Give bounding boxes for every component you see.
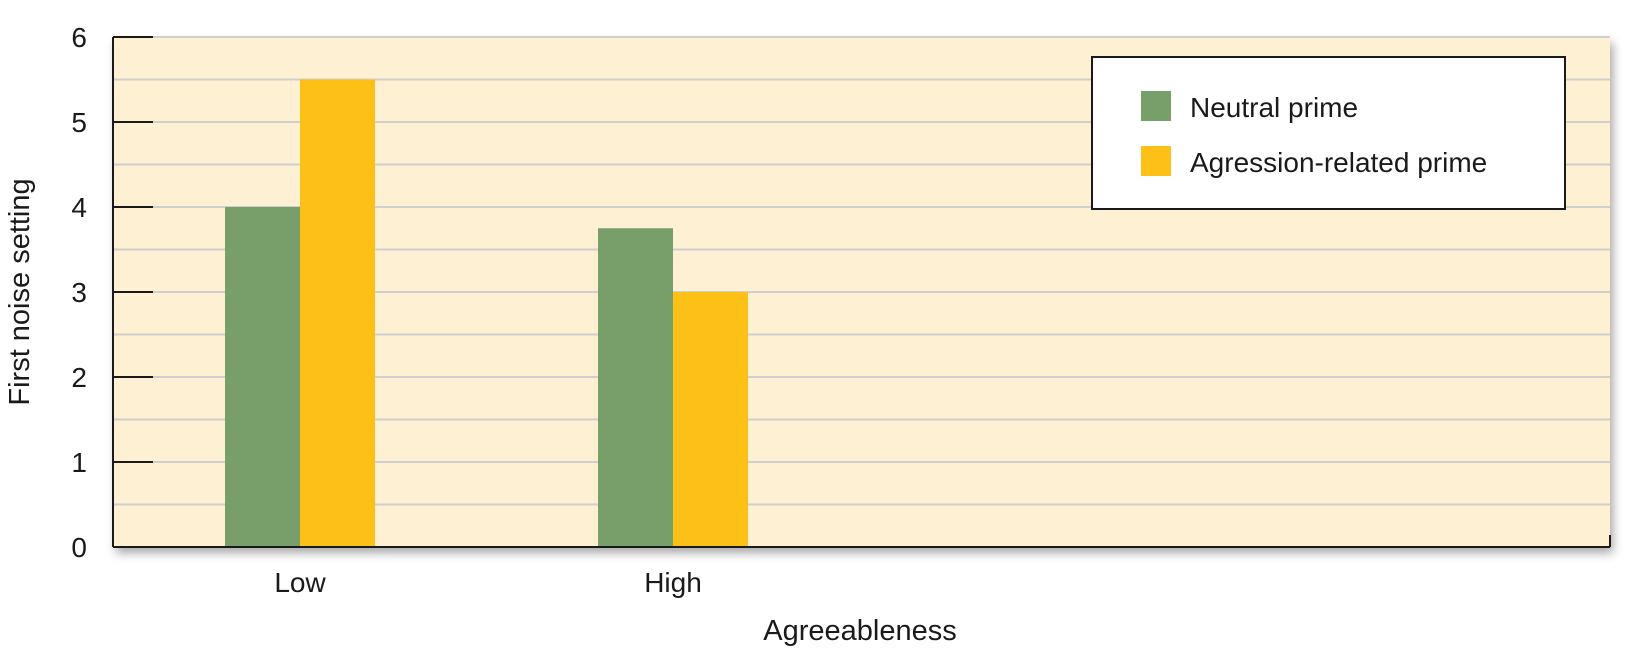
bar-aggression-high <box>673 292 748 547</box>
y-tick-label: 4 <box>71 192 87 223</box>
y-tick-label: 1 <box>71 447 87 478</box>
y-tick-label: 3 <box>71 277 87 308</box>
bar-neutral-low <box>225 207 300 547</box>
x-tick-label: Low <box>274 567 326 598</box>
y-ticks: 0 1 2 3 4 5 6 <box>71 22 153 563</box>
bars <box>225 79 748 547</box>
legend-swatch <box>1141 91 1171 121</box>
y-axis-title: First noise setting <box>4 178 36 405</box>
y-tick-label: 0 <box>71 532 87 563</box>
x-axis-title: Agreeableness <box>763 615 956 647</box>
legend-label: Neutral prime <box>1190 92 1358 123</box>
legend-box <box>1091 56 1566 210</box>
legend: Neutral prime Agression-related prime <box>1091 56 1566 210</box>
y-tick-label: 5 <box>71 107 87 138</box>
y-tick-label: 2 <box>71 362 87 393</box>
bar-aggression-low <box>300 79 375 547</box>
legend-swatch <box>1141 146 1171 176</box>
x-tick-label: High <box>644 567 702 598</box>
x-tick-labels: Low High <box>274 567 701 598</box>
bar-neutral-high <box>598 228 673 547</box>
legend-label: Agression-related prime <box>1190 147 1487 178</box>
y-tick-label: 6 <box>71 22 87 53</box>
